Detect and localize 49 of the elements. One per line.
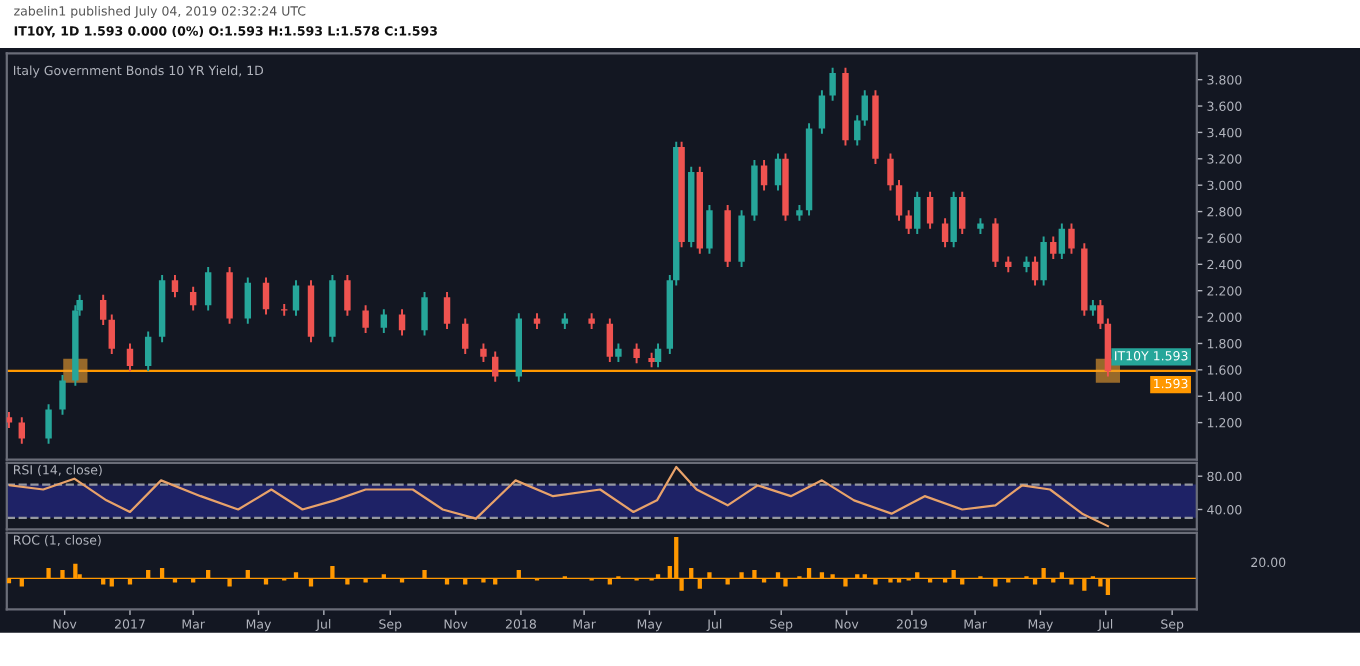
candlestick xyxy=(861,89,868,127)
candlestick xyxy=(492,350,499,383)
line-series xyxy=(8,465,1110,528)
candlestick xyxy=(615,342,622,363)
candlestick xyxy=(829,66,836,102)
candlestick xyxy=(262,276,270,316)
candlestick xyxy=(462,317,469,355)
candlestick xyxy=(171,273,179,299)
candlestick xyxy=(189,285,197,312)
candlestick xyxy=(344,273,351,317)
candlestick xyxy=(1050,235,1057,261)
candlestick xyxy=(362,304,369,334)
candlestick xyxy=(992,217,999,268)
candlestick xyxy=(1068,222,1075,255)
candlestick xyxy=(760,159,768,192)
candlestick xyxy=(398,308,406,337)
candlestick xyxy=(606,317,614,363)
candlestick xyxy=(914,190,921,235)
candlestick xyxy=(421,291,428,337)
candlestick xyxy=(244,276,252,325)
candlestick xyxy=(926,190,934,230)
candlestick xyxy=(226,265,233,325)
candlestick xyxy=(59,374,66,416)
candlestick xyxy=(480,342,487,363)
candlestick xyxy=(887,152,894,192)
candlestick xyxy=(959,190,966,235)
candlestick xyxy=(1040,235,1047,287)
candlestick xyxy=(818,89,826,135)
candlestick xyxy=(45,403,52,445)
candlestick xyxy=(108,313,115,355)
candlestick xyxy=(774,152,782,192)
candlestick xyxy=(204,265,212,312)
candlestick xyxy=(941,217,949,249)
candlestick xyxy=(633,342,640,365)
candlestick xyxy=(854,114,861,147)
candlestick xyxy=(292,279,300,317)
candlestick xyxy=(443,291,451,330)
candlestick xyxy=(144,330,152,373)
candlestick xyxy=(1031,255,1039,287)
candlestick xyxy=(380,308,388,334)
candlestick xyxy=(126,342,134,373)
candlestick xyxy=(99,293,107,326)
candlestick xyxy=(738,209,745,268)
candlestick xyxy=(905,209,912,235)
candlestick xyxy=(1058,222,1066,261)
candlestick xyxy=(654,342,662,369)
candlestick xyxy=(706,204,713,255)
candlestick xyxy=(895,178,903,222)
candlestick xyxy=(950,190,957,249)
